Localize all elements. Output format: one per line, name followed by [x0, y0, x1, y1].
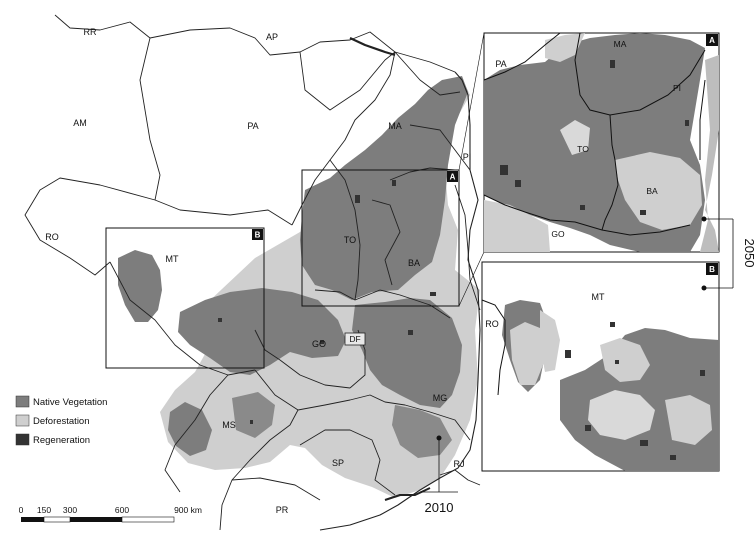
inset-a-tag: A: [709, 36, 715, 45]
label-mt: MT: [166, 254, 179, 264]
inset-a-deforestation-5: [560, 120, 590, 155]
inset-a-label-to: TO: [577, 144, 589, 154]
year-2010-marker: 2010: [420, 435, 458, 515]
scale-tick-0: 0: [19, 505, 24, 515]
inset-a-deforestation-4: [700, 55, 719, 252]
native-vegetation-mg: [392, 405, 452, 458]
label-pi: PI: [463, 152, 472, 162]
native-vegetation-ms-east: [232, 392, 275, 438]
inset-a-label-pi: PI: [673, 83, 681, 93]
legend-swatch-regeneration: [15, 433, 30, 446]
legend-swatch-deforestation: [15, 414, 30, 427]
frame-a-tag: A: [450, 173, 456, 182]
legend: Native Vegetation Deforestation Regenera…: [15, 395, 107, 446]
inset-b-deforestation-1: [510, 322, 545, 385]
inset-a-label-pa: PA: [495, 59, 506, 69]
label-ba: BA: [408, 258, 420, 268]
state-labels: RR AP AM PA MA PI RO MT TO BA GO DF MG M…: [45, 27, 471, 515]
inset-b-deforestation-3: [600, 338, 650, 382]
inset-b-deforestation-2: [540, 310, 560, 372]
inset-a-deforestation-3: [545, 33, 585, 62]
main-map: A B RR AP AM PA MA PI RO MT TO BA GO DF …: [24, 14, 485, 531]
year-2050-label: 2050: [742, 239, 756, 268]
year-2010-label: 2010: [425, 500, 454, 515]
inset-b: B MT RO: [481, 261, 720, 472]
native-vegetation-mt: [118, 250, 162, 322]
inset-b-regeneration: [565, 322, 705, 460]
native-vegetation-ms: [168, 402, 212, 456]
df-marker: [344, 332, 366, 346]
native-vegetation-southeast: [352, 298, 462, 408]
inset-b-label-ro: RO: [485, 319, 499, 329]
legend-label-deforestation: Deforestation: [33, 416, 90, 427]
label-ms: MS: [222, 420, 236, 430]
connector-a-top: [458, 32, 485, 171]
scale-tick-600: 600: [115, 505, 129, 515]
label-ap: AP: [266, 32, 278, 42]
legend-swatch-native: [15, 395, 30, 408]
inset-a-boundaries: [483, 32, 706, 236]
label-rr: RR: [84, 27, 97, 37]
inset-b-tag: B: [709, 265, 715, 274]
inset-a-regeneration: [500, 60, 689, 215]
label-go: GO: [312, 339, 326, 349]
frame-b: [105, 227, 265, 369]
scale-tick-300: 300: [63, 505, 77, 515]
label-to: TO: [344, 235, 356, 245]
scale-bar: 0 150 300 600 900 km: [19, 505, 202, 523]
connector-a-bottom: [458, 251, 485, 307]
label-am: AM: [73, 118, 87, 128]
frame-a: [301, 169, 460, 307]
label-df: DF: [349, 334, 360, 344]
label-pr: PR: [276, 505, 289, 515]
frame-b-tag-bg: [252, 229, 263, 240]
inset-b-deforestation-4: [588, 390, 655, 440]
native-vegetation-north: [300, 76, 468, 300]
regeneration-patches: [218, 180, 436, 424]
legend-label-regeneration: Regeneration: [33, 435, 90, 446]
inset-a-label-go: GO: [551, 229, 565, 239]
label-ma: MA: [388, 121, 402, 131]
label-sp: SP: [332, 458, 344, 468]
year-2050-marker: 2050: [701, 216, 756, 291]
legend-label-native: Native Vegetation: [33, 397, 107, 408]
inset-b-label-mt: MT: [592, 292, 605, 302]
inset-a-label-ba: BA: [646, 186, 658, 196]
label-rj: RJ: [454, 459, 465, 469]
scale-tick-900: 900 km: [174, 505, 202, 515]
inset-a-deforestation-1: [615, 152, 702, 230]
inset-a-deforestation-2: [484, 200, 550, 252]
label-ro: RO: [45, 232, 59, 242]
label-mg: MG: [433, 393, 448, 403]
inset-a: A PA MA PI TO BA GO: [483, 32, 720, 253]
frame-a-tag-bg: [447, 171, 458, 182]
native-vegetation-west: [178, 288, 346, 375]
inset-b-boundaries: [481, 299, 506, 396]
inset-a-label-ma: MA: [614, 39, 627, 49]
label-pa: PA: [247, 121, 258, 131]
scale-tick-150: 150: [37, 505, 51, 515]
frame-b-tag: B: [255, 231, 261, 240]
inset-b-deforestation-5: [665, 395, 712, 445]
